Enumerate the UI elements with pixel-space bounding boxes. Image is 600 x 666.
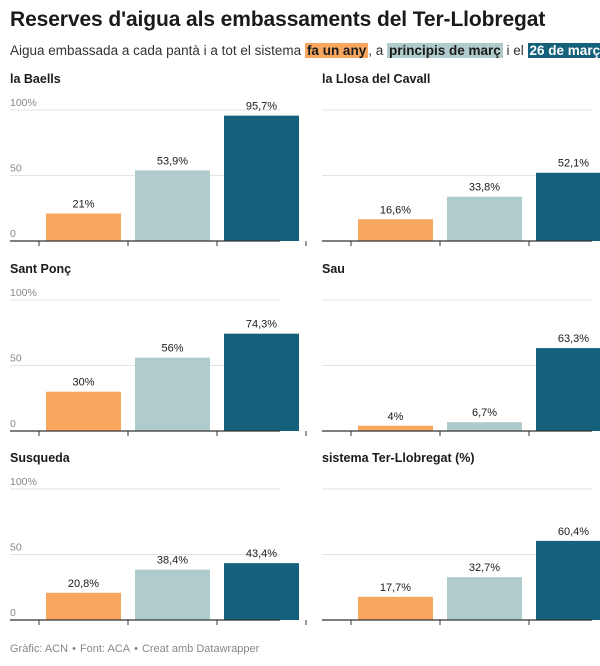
chart-panel-sistema-ter-llobregat: sistema Ter-Llobregat (%) 17,7% 32,7% 60,4… [322, 451, 600, 631]
y-tick-label: 50 [10, 163, 22, 175]
bar-fa-un-any [46, 391, 121, 431]
footer-chart-by: Gràfic: ACN [10, 643, 69, 655]
chart-panel-la-baells: la Baells 0 50 100% 21% 53,9% 95,7% [10, 72, 307, 252]
bar-26-de-marc [224, 115, 299, 241]
y-tick-label: 100% [10, 97, 37, 109]
subtitle-sep-2: i el [502, 43, 528, 58]
panel-title: Susqueda [10, 451, 70, 465]
bar-value-label: 95,7% [246, 101, 277, 113]
bar-value-label: 16,6% [380, 204, 411, 216]
bar-value-label: 17,7% [380, 582, 411, 594]
bar-value-label: 63,3% [558, 333, 589, 345]
bar-26-de-marc [536, 172, 600, 241]
bar-value-label: 33,8% [469, 182, 500, 194]
subtitle-prefix: Aigua embassada a cada pantà i a tot el … [10, 43, 305, 58]
chart-panel-la-llosa-del-cavall: la Llosa del Cavall 16,6% 33,8% 52,1% [322, 72, 600, 252]
bar-value-label: 38,4% [157, 555, 188, 567]
legend-26-de-marc: 26 de març [527, 43, 600, 58]
bar-chart-svg: 0 50 100% 20,8% 38,4% 43,4% [10, 476, 307, 625]
bar-value-label: 20,8% [68, 578, 99, 590]
bar-value-label: 60,4% [558, 526, 589, 538]
bar-chart-svg: 0 50 100% 30% 56% 74,3% [10, 287, 307, 436]
bar-chart-svg: 16,6% 33,8% 52,1% [322, 109, 600, 246]
bar-chart-svg: 0 50 100% 21% 53,9% 95,7% [10, 97, 307, 246]
bar-value-label: 52,1% [558, 158, 589, 170]
chart-panel-susqueda: Susqueda 0 50 100% 20,8% 38,4% 43,4% [10, 451, 307, 631]
panel-title: la Llosa del Cavall [322, 72, 431, 86]
panel-title: la Baells [10, 72, 61, 86]
chart-panel-sau: Sau 4% 6,7% 63,3% [322, 262, 600, 442]
bar-fa-un-any [46, 592, 121, 620]
chart-footer: Gràfic: ACN • Font: ACA • Creat amb Datawrap… [10, 643, 260, 655]
subtitle-sep-1: , a [368, 43, 387, 58]
bar-chart-svg: 4% 6,7% 63,3% [322, 299, 600, 436]
bar-principis-de-marc [135, 170, 210, 241]
bar-value-label: 21% [72, 198, 94, 210]
y-tick-label: 0 [10, 607, 16, 619]
y-tick-label: 50 [10, 353, 22, 365]
y-tick-label: 0 [10, 228, 16, 240]
panel-title: sistema Ter-Llobregat (%) [322, 451, 475, 465]
bar-principis-de-marc [447, 422, 522, 431]
bar-value-label: 53,9% [157, 155, 188, 167]
y-tick-label: 50 [10, 542, 22, 554]
bar-value-label: 30% [72, 377, 94, 389]
bar-fa-un-any [358, 425, 433, 431]
panel-title: Sant Ponç [10, 262, 72, 276]
bar-value-label: 43,4% [246, 548, 277, 560]
bar-principis-de-marc [447, 577, 522, 620]
bar-26-de-marc [536, 540, 600, 620]
y-tick-label: 100% [10, 476, 37, 488]
bar-fa-un-any [46, 213, 121, 241]
panel-title: Sau [322, 262, 345, 276]
legend-fa-un-any: fa un any [304, 43, 369, 58]
footer-made-with: Creat amb Datawrapper [141, 643, 260, 655]
footer-source: Font: ACA [79, 643, 131, 655]
bar-value-label: 56% [161, 343, 183, 355]
bar-26-de-marc [536, 348, 600, 431]
bar-value-label: 32,7% [469, 562, 500, 574]
y-tick-label: 100% [10, 287, 37, 299]
bar-fa-un-any [358, 219, 433, 241]
bar-fa-un-any [358, 596, 433, 620]
chart-subtitle: Aigua embassada a cada pantà i a tot el … [10, 43, 600, 58]
bar-value-label: 4% [388, 411, 404, 423]
bar-26-de-marc [224, 333, 299, 431]
bar-principis-de-marc [447, 196, 522, 241]
chart-title: Reserves d'aigua als embassaments del Te… [10, 8, 546, 31]
bar-principis-de-marc [135, 357, 210, 431]
bar-value-label: 6,7% [472, 407, 497, 419]
chart-panel-sant-ponc: Sant Ponç 0 50 100% 30% 56% 74,3% [10, 262, 307, 442]
bar-principis-de-marc [135, 569, 210, 620]
bar-value-label: 74,3% [246, 319, 277, 331]
y-tick-label: 0 [10, 418, 16, 430]
legend-principis-de-marc: principis de març [386, 43, 503, 58]
bar-26-de-marc [224, 563, 299, 620]
bar-chart-svg: 17,7% 32,7% 60,4% [322, 488, 600, 625]
